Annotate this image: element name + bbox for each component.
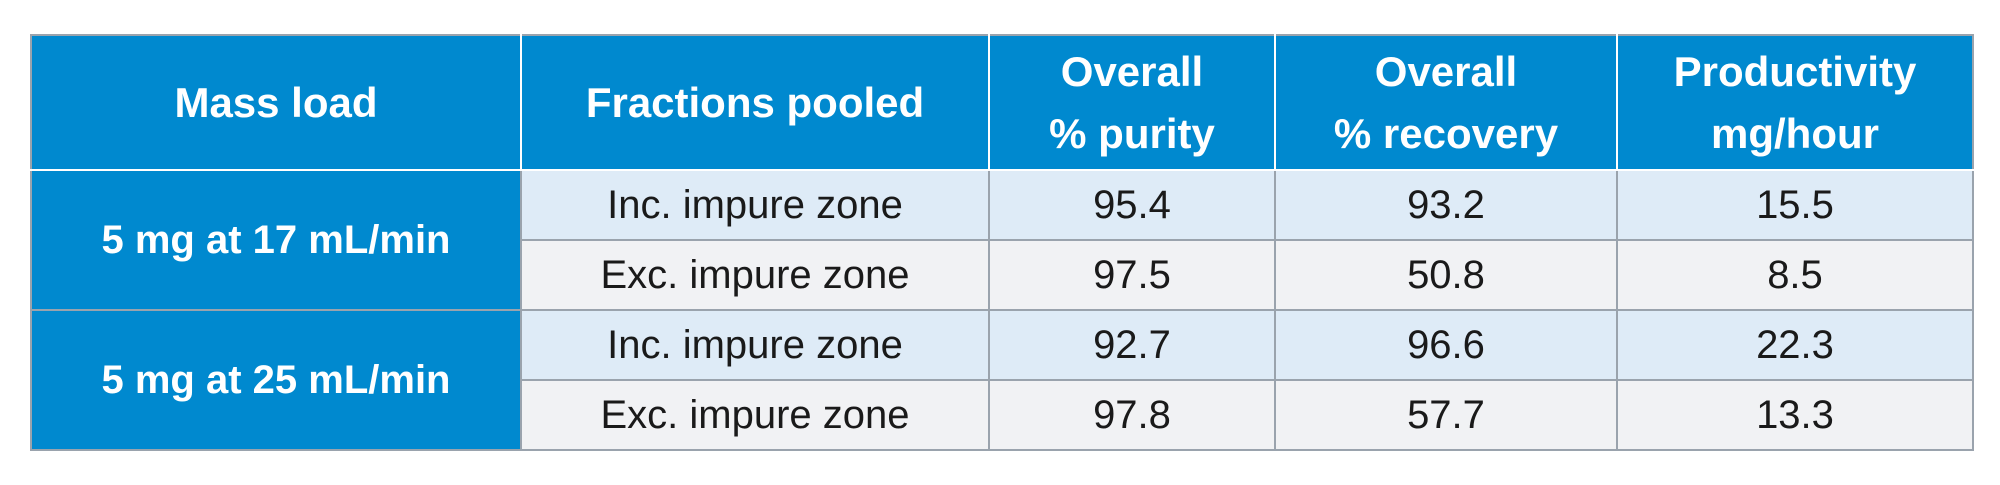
fractions-cell: Inc. impure zone: [520, 309, 990, 381]
purity-cell: 97.8: [988, 379, 1276, 451]
purity-cell: 95.4: [988, 169, 1276, 241]
header-overall-recovery-line2: % recovery: [1333, 109, 1559, 157]
header-productivity: Productivity mg/hour: [1616, 34, 1974, 171]
table-row: Exc. impure zone 97.8 57.7 13.3: [31, 379, 1974, 451]
header-overall-purity-line1: Overall: [1060, 47, 1204, 95]
recovery-cell: 93.2: [1274, 169, 1618, 241]
purity-cell: 97.5: [988, 239, 1276, 311]
recovery-cell: 50.8: [1274, 239, 1618, 311]
productivity-cell: 15.5: [1616, 169, 1974, 241]
productivity-cell: 8.5: [1616, 239, 1974, 311]
header-productivity-line1: Productivity: [1673, 47, 1917, 95]
recovery-cell: 96.6: [1274, 309, 1618, 381]
table-row: 5 mg at 25 mL/min Inc. impure zone 92.7 …: [30, 309, 1974, 451]
fractions-cell: Inc. impure zone: [520, 169, 990, 241]
recovery-cell: 57.7: [1274, 379, 1618, 451]
purity-cell: 92.7: [988, 309, 1276, 381]
table-row: Exc. impure zone 97.5 50.8 8.5: [31, 239, 1974, 311]
fractions-cell: Exc. impure zone: [520, 379, 990, 451]
mass-load-cell: 5 mg at 17 mL/min: [30, 169, 522, 311]
header-mass-load: Mass load: [30, 34, 522, 171]
header-fractions-pooled-text: Fractions pooled: [585, 78, 925, 126]
header-productivity-line2: mg/hour: [1711, 109, 1879, 157]
header-mass-load-text: Mass load: [174, 78, 378, 126]
mass-load-cell: 5 mg at 25 mL/min: [30, 309, 522, 451]
header-row: Mass load Fractions pooled Overall % pur…: [30, 34, 1974, 171]
header-overall-recovery: Overall % recovery: [1274, 34, 1618, 171]
header-overall-purity: Overall % purity: [988, 34, 1276, 171]
table-row: 5 mg at 17 mL/min Inc. impure zone 95.4 …: [30, 169, 1974, 311]
fractions-cell: Exc. impure zone: [520, 239, 990, 311]
results-table: Mass load Fractions pooled Overall % pur…: [30, 34, 1974, 451]
header-overall-recovery-line1: Overall: [1374, 47, 1518, 95]
productivity-cell: 22.3: [1616, 309, 1974, 381]
header-overall-purity-line2: % purity: [1049, 109, 1215, 157]
header-fractions-pooled: Fractions pooled: [520, 34, 990, 171]
productivity-cell: 13.3: [1616, 379, 1974, 451]
